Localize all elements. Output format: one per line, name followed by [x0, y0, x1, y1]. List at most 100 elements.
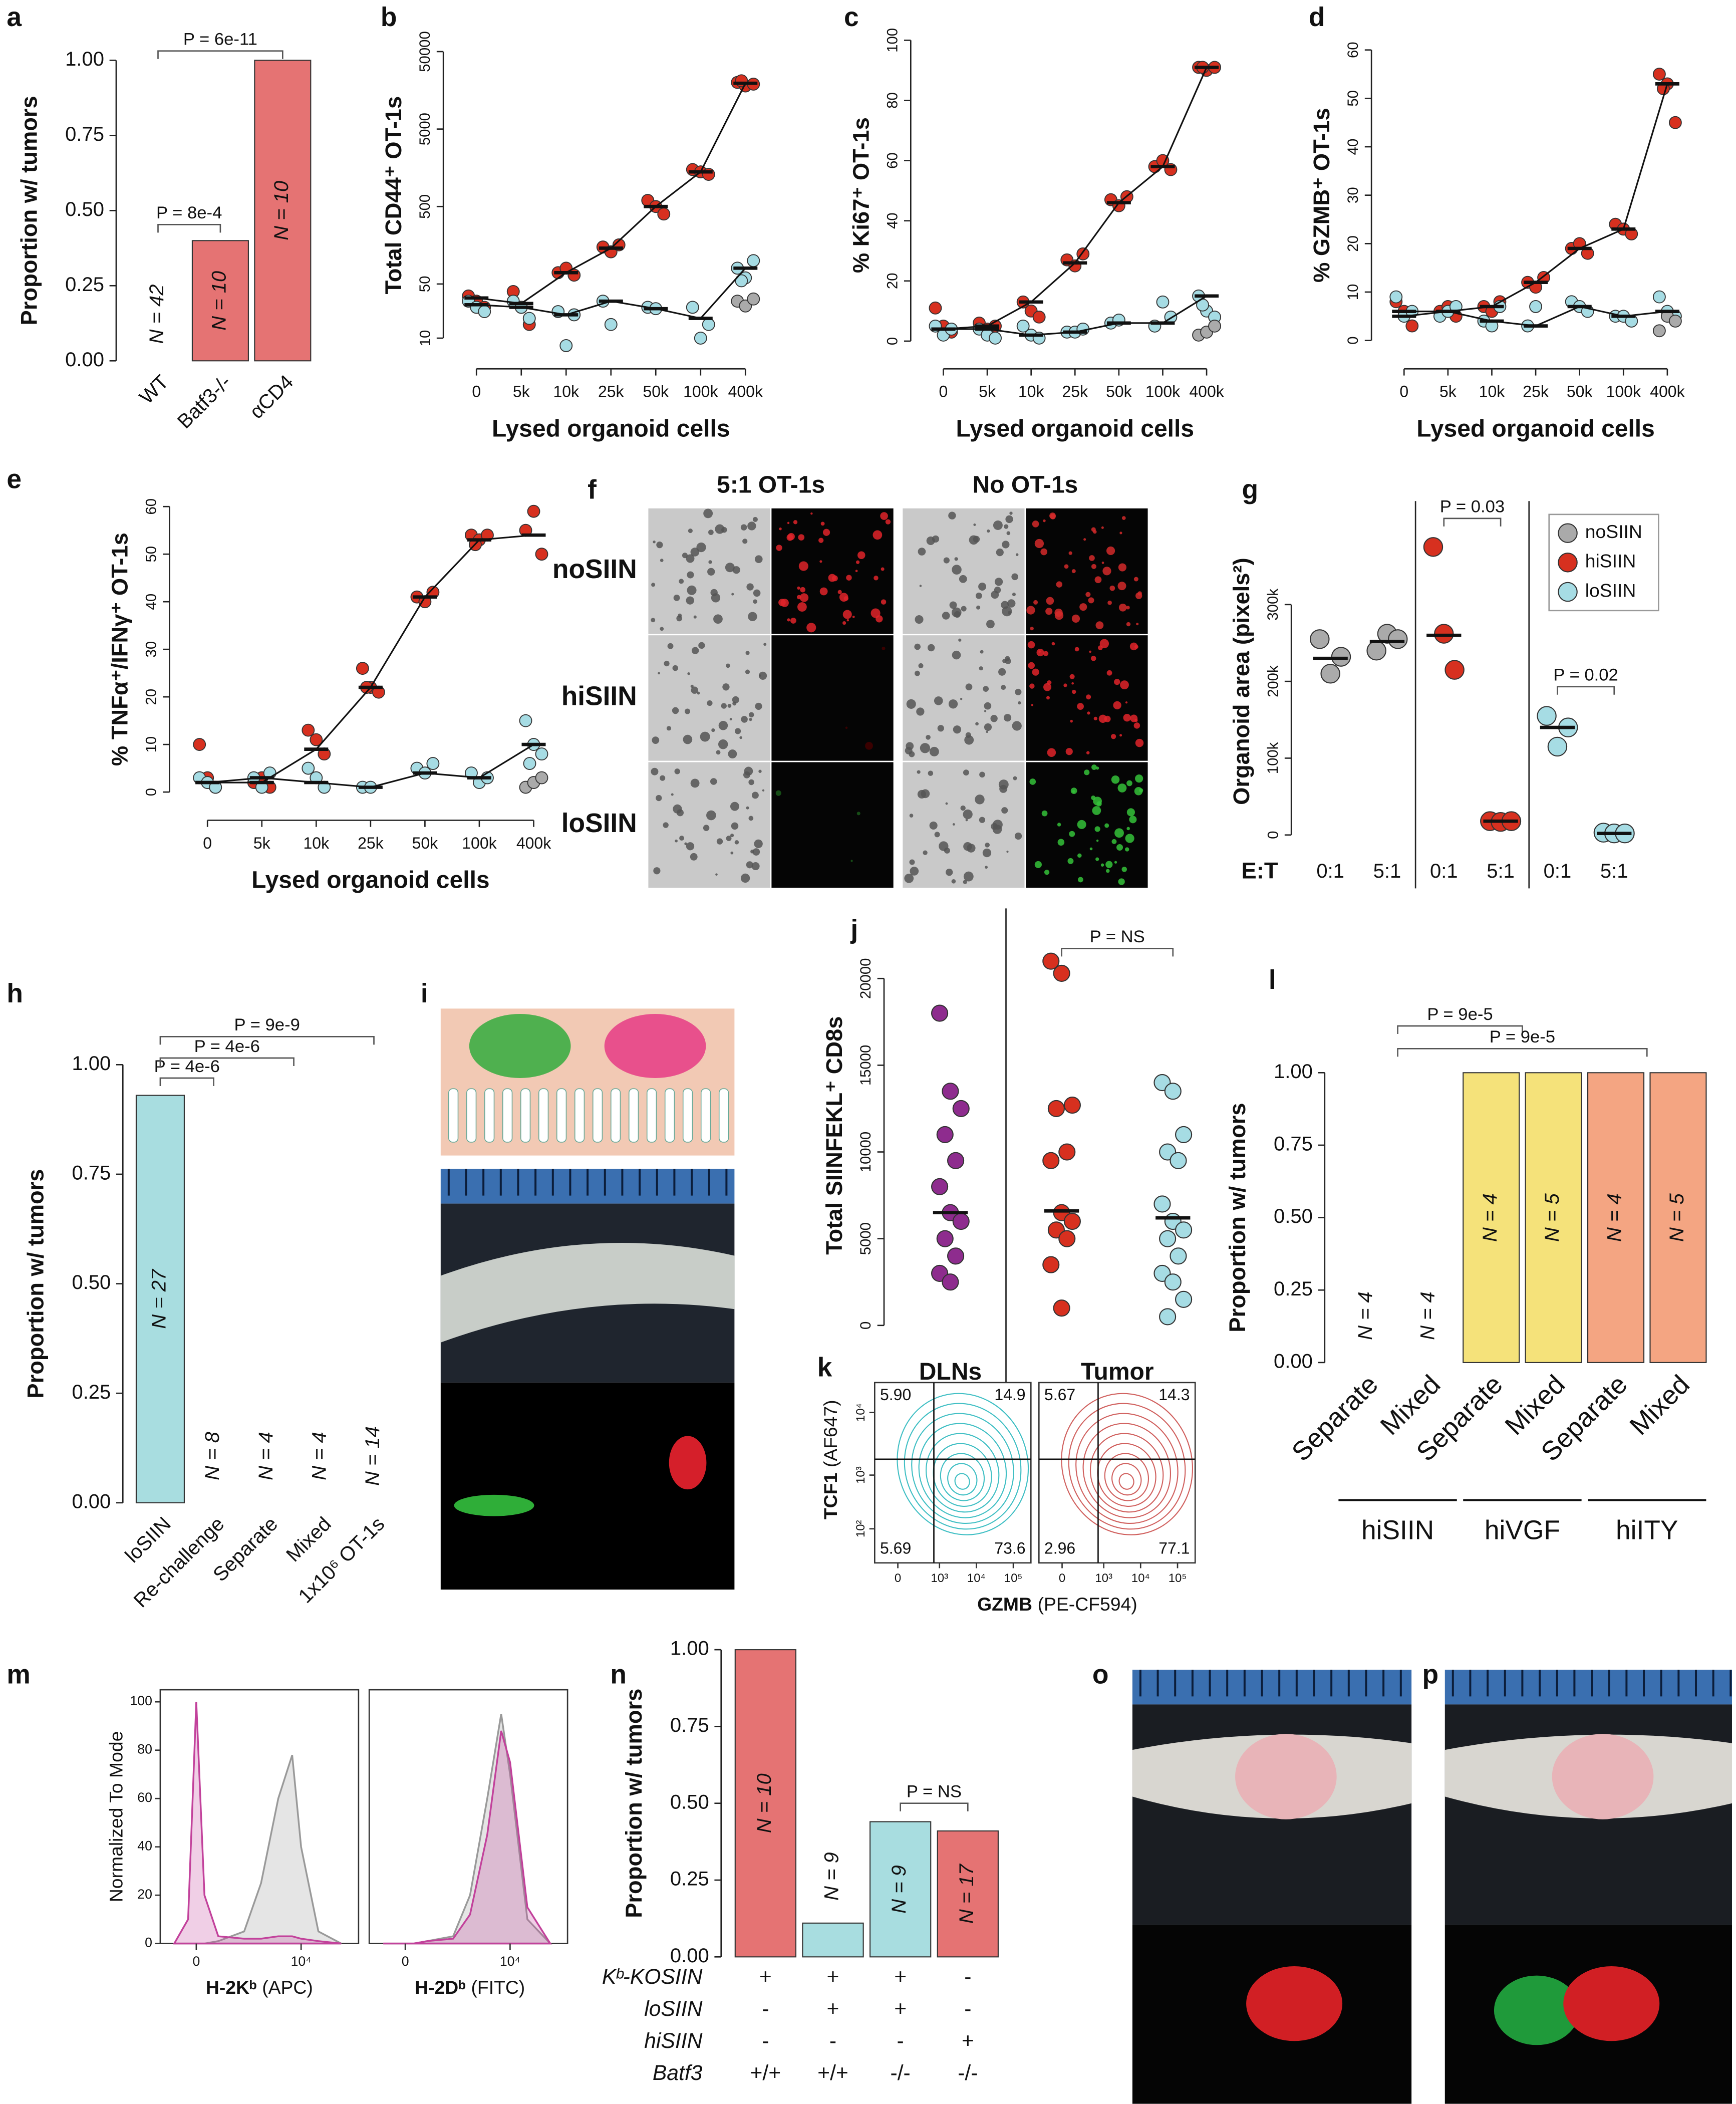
dot [657, 207, 671, 221]
y-tick-label: 80 [884, 92, 901, 109]
dot [426, 757, 440, 770]
x-tick-label: 25k [1062, 383, 1088, 401]
image-speck [1118, 603, 1127, 612]
table-cell: +/+ [750, 2061, 781, 2085]
table-cell: + [894, 1965, 907, 1989]
dot [936, 1126, 954, 1143]
image-speck [1071, 682, 1074, 685]
y-tick-label: 1.00 [1274, 1061, 1313, 1083]
bracket [1397, 1025, 1523, 1034]
image-speck [1018, 701, 1021, 705]
image-speck [727, 704, 732, 708]
image-speck [747, 521, 756, 531]
image-speck [1007, 611, 1012, 615]
x-tick-label: Separate [1286, 1370, 1384, 1467]
dot [989, 331, 1002, 345]
image-speck [1064, 564, 1069, 569]
image-speck [787, 618, 790, 622]
y-tick-label: 50 [417, 276, 433, 293]
bar-label: N = 4 [1416, 1291, 1438, 1340]
image-speck [799, 593, 809, 602]
image-speck [909, 814, 914, 818]
y-axis-label: Organoid area (pixels²) [1229, 558, 1254, 805]
image-speck [998, 668, 1006, 676]
p-value: P = 0.02 [1553, 666, 1618, 685]
fluorescence-image [770, 760, 895, 889]
contour [940, 1453, 985, 1501]
x-tick-label: 10⁴ [967, 1571, 986, 1585]
image-speck [1125, 847, 1129, 852]
image-speck [1026, 606, 1035, 615]
dot [1423, 537, 1443, 557]
image-speck [923, 850, 928, 855]
image-speck [1095, 857, 1099, 861]
image-speck [682, 553, 688, 559]
y-axis-label: Total SIINFEKL⁺ CD8s [821, 1016, 847, 1255]
bracket [157, 223, 221, 233]
image-speck [1077, 820, 1086, 829]
image-speck [656, 795, 662, 802]
y-tick-label: 0.25 [670, 1868, 709, 1890]
image-speck [1005, 658, 1011, 664]
image-speck [916, 707, 925, 716]
contour [933, 1443, 992, 1507]
image-speck [918, 548, 926, 556]
image-speck [1094, 826, 1100, 832]
image-speck [678, 613, 682, 618]
image-speck [698, 642, 705, 649]
image-speck [979, 817, 986, 823]
illustration-crypt [448, 1088, 459, 1143]
bar-label: N = 4 [1354, 1291, 1376, 1340]
image-speck [810, 512, 813, 515]
image-speck [653, 541, 656, 544]
image-speck [945, 802, 948, 805]
panel-letter: d [1309, 3, 1325, 32]
image-speck [1012, 593, 1016, 597]
image-speck [1003, 714, 1012, 722]
panel-letter: l [1269, 965, 1276, 995]
x-tick-label: 10⁴ [1131, 1571, 1150, 1585]
y-tick-label: 40 [884, 212, 901, 229]
dot [1175, 1290, 1193, 1308]
image-speck [700, 731, 710, 742]
image-speck [797, 586, 800, 590]
bar-label: N = 42 [146, 284, 168, 344]
bar-label: N = 5 [1541, 1193, 1563, 1242]
image-speck [741, 716, 748, 723]
dot [702, 318, 715, 331]
x-tick-label: 400k [516, 834, 551, 852]
group-label: hiITY [1616, 1516, 1678, 1545]
image-speck [954, 611, 961, 618]
image-speck [1100, 863, 1104, 867]
table-cell: - [964, 1965, 971, 1989]
panel-letter: i [421, 979, 428, 1008]
image-speck [1071, 569, 1076, 574]
y-axis-label: Normalized To Mode [105, 1731, 126, 1903]
dot [1153, 1195, 1171, 1213]
image-speck [857, 551, 865, 560]
y-tick-label: 0.75 [670, 1714, 709, 1736]
image-speck [690, 778, 700, 788]
dot [1389, 290, 1403, 304]
dot [931, 1178, 949, 1195]
x-tick-label: 50k [1567, 383, 1593, 401]
image-speck [797, 602, 807, 612]
x-tick-label: 0 [939, 383, 948, 401]
x-tick-label: 400k [1650, 383, 1685, 401]
image-speck [1114, 828, 1124, 838]
image-speck [842, 621, 846, 625]
dot [1310, 629, 1330, 649]
image-speck [958, 638, 962, 642]
dot [559, 339, 573, 352]
x-axis-label: H-2Dᵇ [415, 1977, 466, 1998]
image-speck [1099, 639, 1109, 648]
image-speck [746, 583, 754, 591]
image-speck [708, 560, 712, 564]
illustration-crypt [718, 1088, 729, 1143]
image-speck [1116, 844, 1123, 851]
image-speck [837, 590, 842, 594]
image-speck [1069, 674, 1075, 679]
image-speck [703, 825, 710, 831]
image-speck [651, 618, 656, 623]
x-tick-label: 5:1 [1487, 860, 1515, 882]
